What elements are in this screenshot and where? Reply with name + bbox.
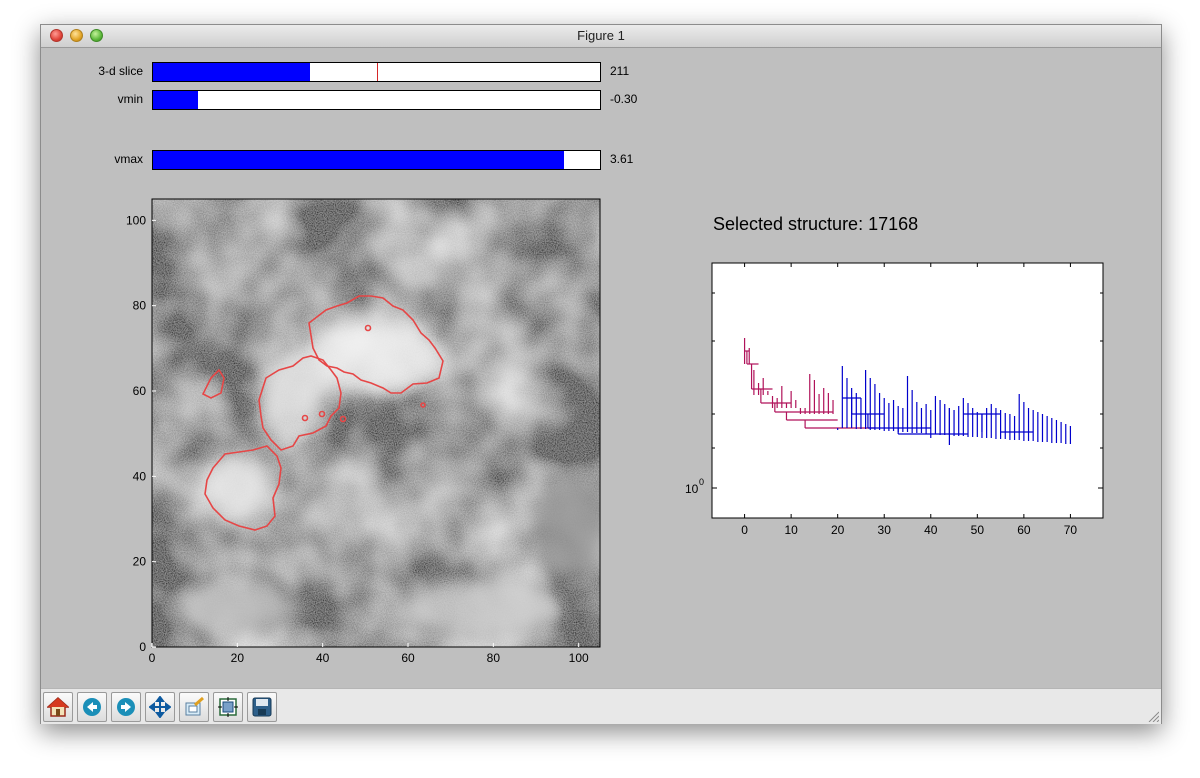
- forward-button[interactable]: [111, 692, 141, 722]
- pan-icon: [149, 696, 171, 718]
- back-icon: [83, 698, 101, 716]
- back-button[interactable]: [77, 692, 107, 722]
- title-bar[interactable]: Figure 1: [41, 25, 1161, 48]
- image-x-axis: 0 20 40 60 80 100: [149, 643, 589, 665]
- subplots-icon: [218, 697, 238, 717]
- y-tick-label-base: 10: [685, 482, 699, 496]
- x-tick-label: 0: [149, 651, 156, 665]
- y-tick-label: 0: [139, 640, 146, 654]
- x-tick-label: 20: [831, 523, 845, 537]
- slice-slider[interactable]: [152, 62, 601, 82]
- resize-grip-icon[interactable]: [1147, 710, 1159, 722]
- vmax-slider[interactable]: [152, 150, 601, 170]
- slider-label: vmax: [114, 152, 143, 166]
- image-plot[interactable]: 0 20 40 60 80 100 0 20 40 60 80 100: [41, 48, 641, 688]
- figure-window: Figure 1 3-d slice 211 vmin -0.30 vmax 3…: [40, 24, 1162, 724]
- dendrogram-plot[interactable]: 0 10 20 30 40 50 60 70 10 0: [41, 48, 1161, 688]
- dendrogram-x-axis: 0 10 20 30 40 50 60 70: [741, 263, 1077, 537]
- x-tick-label: 40: [924, 523, 938, 537]
- x-tick-label: 80: [487, 651, 501, 665]
- home-button[interactable]: [43, 692, 73, 722]
- image-y-axis: 0 20 40 60 80 100: [126, 213, 156, 654]
- x-tick-label: 30: [878, 523, 892, 537]
- dendrogram-branches: [743, 338, 1072, 445]
- slider-fill: [153, 63, 311, 81]
- subplots-button[interactable]: [213, 692, 243, 722]
- zoom-icon: [185, 696, 204, 716]
- y-tick-label: 80: [133, 299, 147, 313]
- slider-label: vmin: [117, 92, 143, 106]
- navigation-toolbar: [41, 688, 1161, 724]
- intensity-image: [152, 199, 600, 647]
- y-tick-label: 60: [133, 384, 147, 398]
- slider-label: 3-d slice: [98, 64, 143, 78]
- forward-icon: [117, 698, 135, 716]
- slider-value: 3.61: [610, 152, 634, 166]
- structure-contours: [201, 295, 444, 531]
- vmin-slider[interactable]: [152, 90, 601, 110]
- home-icon: [47, 696, 69, 717]
- slider-value: -0.30: [610, 92, 638, 106]
- pan-button[interactable]: [145, 692, 175, 722]
- save-icon: [252, 697, 272, 717]
- slider-initial-marker: [376, 63, 378, 81]
- window-title: Figure 1: [577, 28, 625, 43]
- dendrogram-title: Selected structure: 17168: [713, 214, 919, 234]
- save-button[interactable]: [247, 692, 277, 722]
- close-button[interactable]: [50, 29, 63, 42]
- zoom-button[interactable]: [179, 692, 209, 722]
- slider-fill: [153, 91, 198, 109]
- x-tick-label: 70: [1064, 523, 1078, 537]
- slider-fill: [153, 151, 565, 169]
- y-tick-label: 40: [133, 469, 147, 483]
- minimize-button[interactable]: [70, 29, 83, 42]
- figure-canvas: 3-d slice 211 vmin -0.30 vmax 3.61: [41, 48, 1161, 688]
- x-tick-label: 60: [1017, 523, 1031, 537]
- dendrogram-y-axis: 10 0: [685, 292, 1103, 496]
- slider-value: 211: [610, 64, 630, 78]
- y-tick-label-exponent: 0: [699, 477, 704, 487]
- image-axes-frame: [151, 198, 601, 648]
- x-tick-label: 50: [971, 523, 985, 537]
- x-tick-label: 10: [784, 523, 798, 537]
- x-tick-label: 60: [401, 651, 415, 665]
- x-tick-label: 100: [569, 651, 589, 665]
- y-tick-label: 20: [133, 555, 147, 569]
- zoom-window-button[interactable]: [90, 29, 103, 42]
- x-tick-label: 0: [741, 523, 748, 537]
- x-tick-label: 20: [231, 651, 245, 665]
- y-tick-label: 100: [126, 213, 146, 227]
- x-tick-label: 40: [316, 651, 330, 665]
